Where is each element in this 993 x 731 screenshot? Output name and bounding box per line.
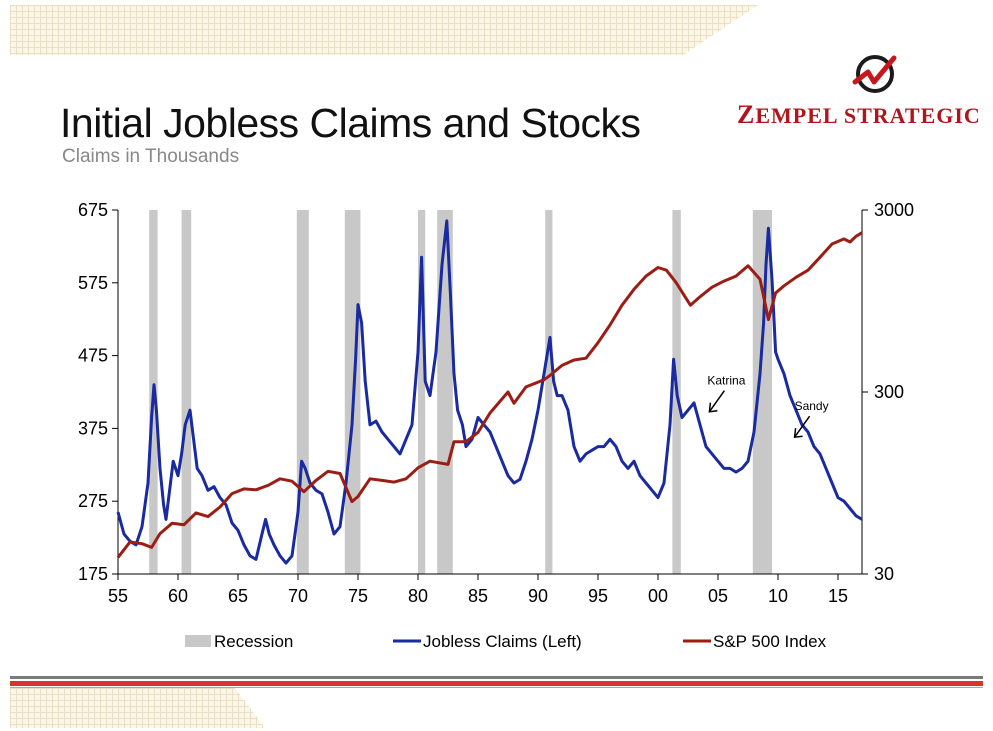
legend-label-recession: Recession <box>214 632 293 651</box>
x-tick-label: 70 <box>288 586 308 606</box>
legend-swatch-recession <box>185 635 211 647</box>
recession-bar <box>181 210 192 574</box>
x-tick-label: 85 <box>468 586 488 606</box>
x-tick-label: 15 <box>828 586 848 606</box>
page-subtitle: Claims in Thousands <box>62 146 240 167</box>
footer-rule-red <box>10 681 983 686</box>
arrow-head-icon <box>708 402 718 413</box>
x-tick-label: 75 <box>348 586 368 606</box>
recession-bar <box>752 210 772 574</box>
annotation-label: Katrina <box>707 374 745 388</box>
y-left-tick-label: 675 <box>78 200 108 220</box>
recession-bar <box>296 210 309 574</box>
y-left-tick-label: 275 <box>78 491 108 511</box>
y-left-tick-label: 175 <box>78 564 108 584</box>
zempel-logo-icon <box>852 55 897 93</box>
legend: Recession Jobless Claims (Left) S&P 500 In… <box>185 632 827 651</box>
x-tick-label: 65 <box>228 586 248 606</box>
arrow-icon <box>708 390 726 413</box>
brand-name: ZEMPEL STRATEGIC <box>737 100 981 129</box>
legend-label-claims: Jobless Claims (Left) <box>423 632 582 651</box>
y-right-tick-label: 3000 <box>874 200 914 220</box>
jobless-claims-line <box>116 219 863 565</box>
recession-bar <box>437 210 453 574</box>
recession-bar <box>545 210 553 574</box>
x-tick-label: 00 <box>648 586 668 606</box>
x-tick-label: 05 <box>708 586 728 606</box>
y-left-tick-label: 375 <box>78 418 108 438</box>
x-tick-label: 90 <box>528 586 548 606</box>
x-tick-label: 55 <box>108 586 128 606</box>
recession-bar <box>418 210 426 574</box>
footer-rule-grey <box>10 676 983 679</box>
x-tick-label: 60 <box>168 586 188 606</box>
page-title: Initial Jobless Claims and Stocks <box>60 100 641 146</box>
recession-bars <box>149 210 772 574</box>
arrow-icon <box>793 415 811 438</box>
legend-label-sp500: S&P 500 Index <box>713 632 827 651</box>
y-left-tick-label: 475 <box>78 346 108 366</box>
y-right-tick-label: 300 <box>874 382 904 402</box>
y-right-tick-label: 30 <box>874 564 894 584</box>
arrow-head-icon <box>793 428 803 439</box>
x-tick-label: 95 <box>588 586 608 606</box>
annotation-label: Sandy <box>795 399 829 413</box>
sp500-line <box>116 231 863 559</box>
x-tick-label: 10 <box>768 586 788 606</box>
x-tick-label: 80 <box>408 586 428 606</box>
y-left-tick-label: 575 <box>78 273 108 293</box>
footer-pattern-cutout <box>235 688 983 728</box>
